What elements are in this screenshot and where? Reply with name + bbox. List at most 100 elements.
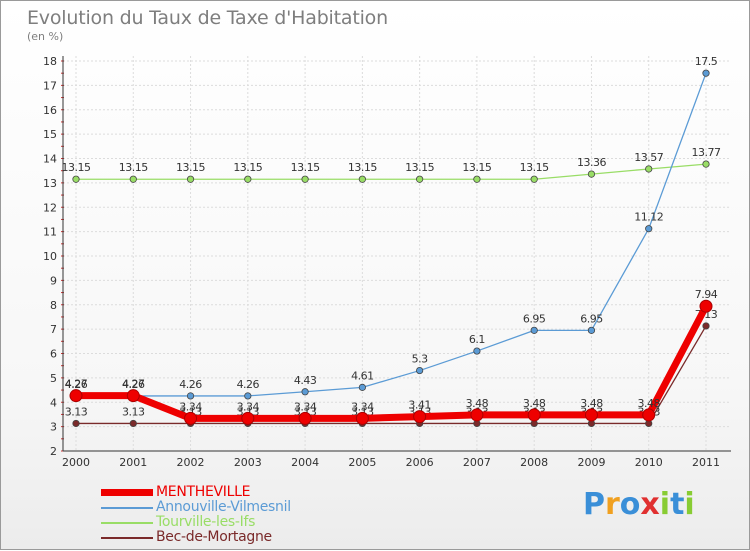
logo-letter: P [583, 487, 605, 522]
data-label: 13.15 [62, 161, 91, 174]
data-point [129, 419, 137, 428]
data-label: 6.1 [469, 333, 485, 346]
y-tick-label: 13 [43, 177, 57, 190]
data-point [416, 366, 424, 375]
series-line [76, 72, 707, 397]
data-point [587, 170, 596, 178]
data-label: 13.15 [462, 161, 491, 174]
data-label: 4.27 [65, 378, 88, 391]
data-label: 13.15 [119, 161, 148, 174]
data-label: 3.48 [523, 397, 546, 410]
x-tick-label: 2000 [62, 456, 90, 469]
data-point [702, 322, 710, 330]
data-point [129, 175, 137, 183]
data-label: 4.26 [65, 378, 88, 391]
data-point [413, 410, 427, 424]
x-tick-label: 2003 [234, 456, 262, 469]
y-tick-label: 17 [43, 79, 57, 92]
data-point [301, 388, 309, 396]
data-label: 4.61 [351, 369, 374, 382]
y-tick-label: 11 [43, 226, 57, 239]
data-point [645, 225, 653, 233]
logo-letter: o [619, 487, 641, 522]
legend-swatch [101, 489, 153, 496]
data-point [69, 389, 83, 403]
data-label: 13.15 [348, 161, 377, 174]
data-label: 6.95 [523, 312, 546, 325]
y-tick-label: 2 [50, 445, 57, 458]
x-tick-label: 2006 [406, 456, 434, 469]
data-label: 13.57 [634, 151, 663, 164]
data-label: 3.48 [637, 397, 660, 410]
y-tick-label: 10 [43, 250, 57, 263]
logo-letter: i [684, 487, 695, 522]
data-label: 4.27 [122, 378, 145, 391]
y-tick-label: 8 [50, 299, 57, 312]
legend-label: MENTHEVILLE [156, 484, 251, 500]
data-point [301, 175, 309, 183]
y-tick-label: 3 [50, 421, 57, 434]
x-tick-label: 2011 [692, 456, 720, 469]
data-label: 6.95 [580, 312, 603, 325]
y-tick-label: 14 [43, 153, 57, 166]
data-label: 3.48 [466, 397, 489, 410]
data-label: 4.26 [179, 378, 202, 391]
data-point [355, 411, 369, 425]
data-point [527, 408, 541, 422]
logo-letter: i [659, 487, 671, 522]
data-label: 4.43 [294, 374, 317, 387]
data-label: 11.12 [634, 211, 663, 224]
series-line [76, 325, 707, 425]
data-label: 3.13 [122, 405, 145, 418]
data-point [72, 175, 80, 183]
data-point [186, 175, 195, 183]
x-tick-label: 2002 [177, 456, 205, 469]
data-point [702, 69, 710, 77]
data-point [186, 392, 195, 400]
legend-item: MENTHEVILLE [101, 485, 361, 500]
y-tick-label: 9 [50, 274, 57, 287]
data-label: 3.48 [580, 397, 603, 410]
data-label: 13.36 [577, 156, 606, 169]
data-label: 3.34 [179, 400, 202, 413]
series-line [76, 163, 707, 180]
x-tick-label: 2010 [635, 456, 663, 469]
y-tick-label: 16 [43, 104, 57, 117]
y-tick-label: 5 [50, 372, 57, 385]
data-point [530, 326, 538, 334]
data-point [699, 299, 713, 313]
data-label: 13.77 [692, 146, 721, 159]
data-label: 13.15 [233, 161, 262, 174]
data-point [530, 175, 538, 183]
legend-item: Annouville-Vilmesnil [101, 500, 361, 515]
data-label: 13.15 [520, 161, 549, 174]
data-point [358, 383, 366, 391]
y-tick-label: 15 [43, 128, 57, 141]
logo-letter: t [670, 487, 685, 522]
data-point [470, 408, 484, 422]
data-point [702, 160, 710, 168]
data-label: 13.15 [291, 161, 320, 174]
x-tick-label: 2009 [577, 456, 605, 469]
data-point [473, 347, 481, 355]
data-point [298, 411, 312, 425]
data-label: 3.34 [237, 400, 260, 413]
x-tick-label: 2004 [291, 456, 319, 469]
legend-label: Annouville-Vilmesnil [156, 499, 291, 515]
data-label: 5.3 [412, 353, 428, 366]
data-label: 13.15 [405, 161, 434, 174]
data-point [416, 175, 424, 183]
data-label: 3.41 [408, 399, 431, 412]
data-point [642, 408, 656, 422]
chart-legend: MENTHEVILLE Annouville-Vilmesnil Tourville… [101, 485, 361, 545]
chart-subtitle: (en %) [27, 30, 64, 43]
y-tick-label: 12 [43, 201, 57, 214]
y-tick-label: 6 [50, 348, 57, 361]
data-point [584, 408, 598, 422]
y-tick-label: 18 [43, 55, 57, 68]
legend-item: Bec-de-Mortagne [101, 530, 361, 545]
data-point [358, 175, 366, 183]
logo-letter: x [640, 487, 660, 522]
